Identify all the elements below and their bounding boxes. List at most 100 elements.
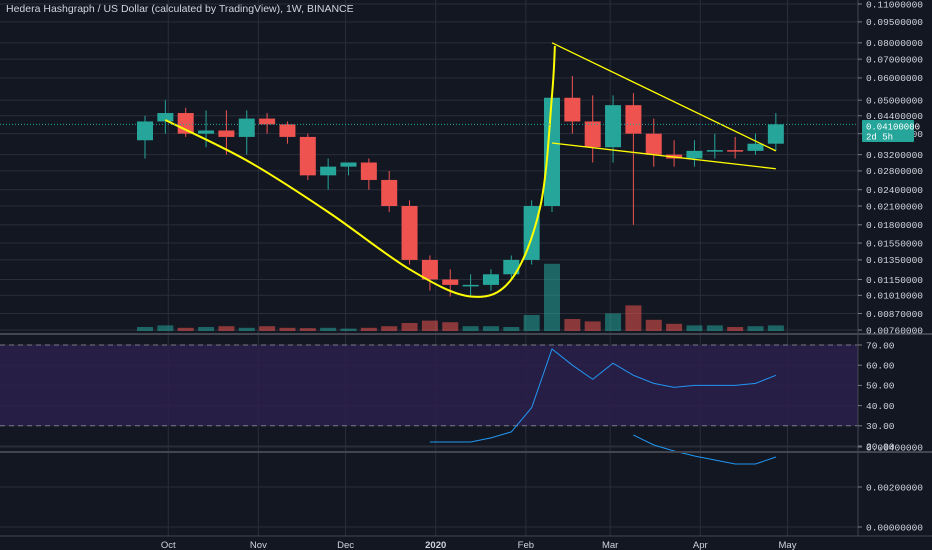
candle[interactable] [157, 100, 174, 134]
volume-bar [218, 326, 235, 331]
drawings[interactable] [0, 42, 858, 298]
candle-body [320, 166, 337, 176]
cup-curve-drawing[interactable] [164, 45, 556, 298]
candle[interactable] [767, 113, 784, 151]
wedge-lower-line[interactable] [551, 142, 776, 170]
candle-body [584, 121, 601, 148]
time-axis[interactable]: Oct Nov Dec 2020 Feb Mar Apr May [161, 540, 797, 550]
volume-bar [482, 326, 499, 331]
indicator-line[interactable] [633, 434, 777, 465]
candle-body [686, 150, 703, 159]
candle-body [482, 274, 499, 285]
candle-body [279, 124, 296, 137]
rsi-panel[interactable] [429, 348, 777, 443]
candle[interactable] [584, 95, 601, 163]
rsi-line[interactable] [429, 348, 777, 443]
price-axis-tick-label: 0.01150000 [866, 275, 923, 286]
candle[interactable] [198, 110, 215, 148]
price-axis-tick-label: 0.05000000 [866, 95, 923, 106]
indicator-axis-tick-label: 0.00400000 [866, 442, 923, 453]
volume-bar [706, 325, 723, 331]
volume-bar [299, 328, 316, 331]
indicator-panel[interactable] [633, 434, 777, 465]
time-axis-label: May [779, 540, 797, 550]
candle-body [381, 179, 398, 207]
price-axis-tick-label: 0.00760000 [866, 325, 923, 336]
candle[interactable] [564, 75, 581, 134]
candle-body [706, 150, 723, 152]
candle[interactable] [137, 115, 153, 159]
candle[interactable] [462, 274, 479, 297]
candle[interactable] [625, 93, 642, 225]
candle[interactable] [360, 158, 377, 190]
volume-bar [340, 328, 357, 331]
candle-body [137, 121, 153, 141]
pane-separators[interactable] [0, 0, 932, 537]
price-axis-tick-label: 0.00870000 [866, 309, 923, 320]
volume-bar [157, 325, 174, 331]
candle[interactable] [320, 158, 337, 190]
candle-body [421, 259, 438, 280]
volume-bar [462, 326, 479, 331]
indicator-axis[interactable]: 0.00400000 0.00200000 0.00000000 [858, 442, 923, 533]
candle-body [401, 206, 418, 260]
volume-bar [564, 319, 581, 331]
price-axis-tick-label: 0.01550000 [866, 238, 923, 249]
candle[interactable] [381, 170, 398, 212]
candle-body [645, 133, 662, 155]
volume-bar [137, 327, 153, 331]
candle[interactable] [279, 121, 296, 144]
candles[interactable] [137, 75, 784, 297]
volume-bar [401, 323, 418, 331]
rsi-axis[interactable]: 70.00 60.00 50.00 40.00 30.00 20.00 [858, 340, 895, 452]
price-axis-tick-label: 0.04400000 [866, 111, 923, 122]
candle[interactable] [706, 133, 723, 159]
rsi-axis-tick-label: 70.00 [866, 340, 895, 351]
candle[interactable] [503, 255, 520, 280]
candle[interactable] [727, 136, 744, 159]
time-axis-label: Oct [161, 540, 176, 550]
volume-bar [177, 327, 194, 331]
volume-bar [584, 321, 601, 331]
candle-body [238, 118, 255, 137]
candle-body [747, 143, 764, 151]
candle[interactable] [645, 118, 662, 167]
price-axis[interactable]: 0.11000000 0.09500000 0.08000000 0.07000000… [858, 0, 923, 336]
candle-body [544, 97, 560, 207]
price-axis-tick-label: 0.02400000 [866, 185, 923, 196]
candle[interactable] [421, 255, 438, 291]
candle-body [218, 130, 235, 137]
candle[interactable] [401, 200, 418, 265]
candle-body [157, 113, 174, 122]
wedge-upper-line[interactable] [551, 42, 777, 152]
candle[interactable] [238, 110, 255, 155]
candle-body [503, 259, 520, 275]
indicator-axis-tick-label: 0.00000000 [866, 522, 923, 533]
price-axis-tick-label: 0.08000000 [866, 38, 923, 49]
last-price-value: 0.04100000 [866, 123, 920, 133]
candle[interactable] [605, 95, 622, 163]
indicator-axis-tick-label: 0.00200000 [866, 482, 923, 493]
volume-bar [727, 327, 744, 331]
candle[interactable] [747, 133, 764, 155]
time-axis-label: Mar [602, 540, 618, 550]
candle[interactable] [686, 140, 703, 167]
last-price-countdown: 2d 5h [866, 133, 893, 143]
candle[interactable] [523, 200, 540, 265]
rsi-axis-tick-label: 20.00 [866, 441, 895, 452]
volume-bar [442, 322, 459, 331]
candle[interactable] [482, 269, 499, 291]
candle[interactable] [259, 113, 276, 134]
candle[interactable] [218, 110, 235, 155]
chart-title: Hedera Hashgraph / US Dollar (calculated… [6, 3, 354, 15]
candle[interactable] [299, 133, 316, 180]
rsi-axis-tick-label: 50.00 [866, 381, 895, 392]
volume-bar [360, 327, 377, 331]
candle[interactable] [340, 162, 357, 176]
time-axis-label: 2020 [425, 540, 446, 550]
candle-body [442, 279, 459, 285]
candle-body [523, 206, 540, 260]
candle-body [340, 162, 357, 167]
